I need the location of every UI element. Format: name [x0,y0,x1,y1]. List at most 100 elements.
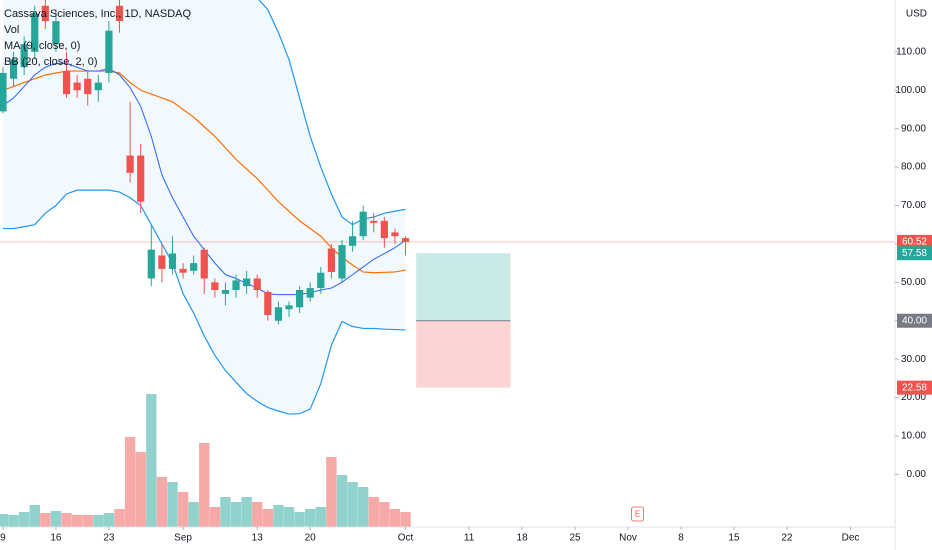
candle-body [338,245,346,279]
ma-legend: MA (9, close, 0) [4,40,80,52]
x-tick-label: Oct [398,533,414,544]
stop-badge-label: 22.58 [902,382,927,393]
volume-bar [273,505,284,527]
x-tick-label: Dec [842,533,860,544]
volume-bar [368,497,379,527]
candle-body [391,232,399,237]
bb-legend: BB (20, close, 2, 0) [4,56,98,68]
volume-bar [315,507,326,527]
volume-bar [188,502,199,527]
loss-zone [416,320,511,388]
volume-bar [29,505,40,527]
volume-bar [18,512,30,527]
volume-bar [347,482,358,527]
candle-body [348,236,357,246]
volume-legend: Vol [4,24,19,36]
volume-bar [50,511,62,527]
candle-body [41,5,49,22]
candle-body [84,78,92,95]
volume-bar [8,515,19,527]
volume-bar [294,512,305,527]
candle-body [285,305,293,310]
bb-fill [2,0,406,415]
y-tick-label: 10.00 [901,431,926,442]
x-tick-label: 9 [0,533,6,544]
candle-body [179,268,187,273]
volume-bar [0,514,9,527]
volume-bar [209,507,221,527]
volume-bar [146,394,157,527]
candle-body [137,155,145,202]
x-tick-label: Nov [619,533,637,544]
x-tick-label: 15 [728,533,740,544]
entry-badge-label: 40.00 [902,315,927,326]
x-tick-label: 11 [464,533,475,544]
volume-bar [305,509,316,527]
candle-body [158,255,166,269]
x-tick-label: 18 [517,533,529,544]
candle-body [0,72,7,112]
volume-bar [124,437,136,527]
candle-body [200,249,208,279]
y-tick-label: 20.00 [901,392,926,403]
candle-body [147,249,155,279]
volume-bar [167,482,178,527]
candle-body [274,307,283,321]
volume-bar [93,515,104,527]
candle-body [370,220,378,223]
volume-bar [199,443,210,527]
candle-body [359,211,367,237]
x-tick-label: Sep [174,533,192,544]
volume-bar [135,452,146,527]
candle-body [31,13,39,52]
y-tick-label: 70.00 [901,200,926,211]
last-price-badge-label: 60.52 [902,237,927,248]
volume-bar [82,515,93,527]
candle-body [306,288,314,298]
volume-bar [40,513,51,527]
candle-body [243,278,251,287]
candle-body [62,71,71,95]
candle-body [327,248,335,272]
bb-lower [2,189,406,415]
chart-title: Cassava Sciences, Inc., 1D, NASDAQ [4,8,192,20]
volume-bar [400,512,411,527]
candle-body [20,44,28,68]
profit-zone [416,253,511,321]
y-tick-label: 110.00 [896,46,926,57]
x-tick-label: 8 [678,533,684,544]
candle-body [73,82,81,91]
volume-bar [262,509,274,527]
event-marker [631,506,644,522]
candle-body [264,291,272,315]
candle-body [190,263,198,271]
candle-body [232,280,240,291]
candle-body [221,290,230,294]
x-tick-label: 22 [781,533,793,544]
candle-body [253,278,261,291]
volume-bar [336,475,348,527]
plot-area [0,0,895,527]
volume-bar [103,513,115,527]
x-tick-label: 13 [252,533,264,544]
volume-bar [357,487,369,527]
volume-bar [326,457,337,527]
candle-body [168,253,177,269]
volume-bar [61,513,72,527]
candle-body [401,238,410,242]
volume-bar [156,477,168,527]
currency-label: USD [906,9,927,20]
volume-bar [283,507,295,527]
volume-bar [241,497,252,527]
x-tick-label: 25 [569,533,581,544]
y-tick-label: 50.00 [901,277,926,288]
candle-body [211,282,219,291]
y-tick-label: 100.00 [895,85,926,96]
candle-body [126,155,134,173]
event-label: E [635,510,640,519]
candle-body [380,220,388,239]
y-tick-label: 0.00 [907,469,927,480]
candle-body [94,82,102,91]
entry-badge [897,313,932,328]
